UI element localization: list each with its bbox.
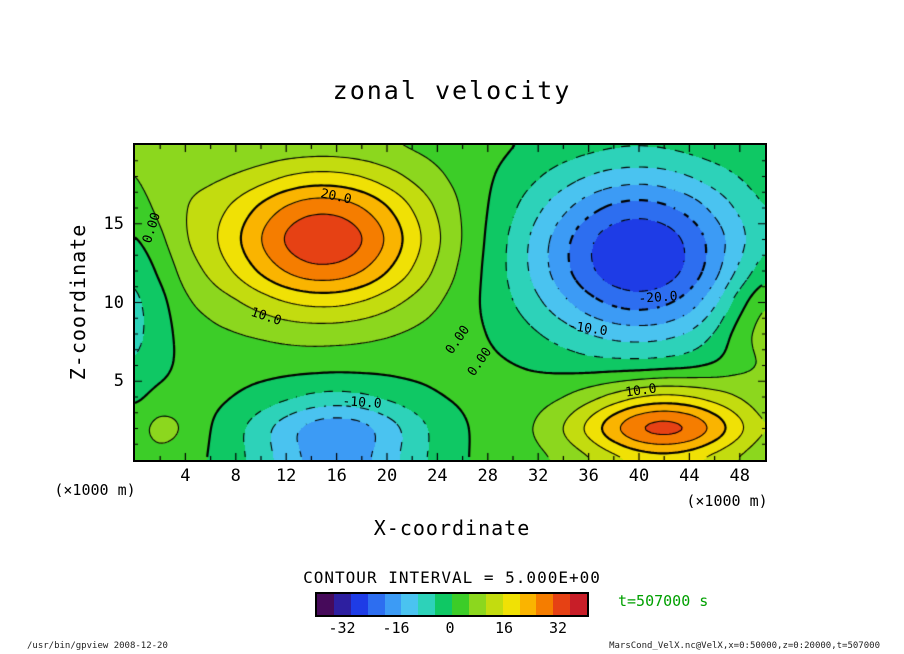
colorbar-segment [570,594,587,615]
x-tick-label: 36 [578,466,599,486]
x-tick-label: 28 [477,466,499,486]
contour-interval-label: CONTOUR INTERVAL = 5.000E+00 [303,568,601,587]
colorbar-segment [333,594,351,615]
footer-source: MarsCond_VelX.nc@VelX,x=0:50000,z=0:2000… [609,641,880,651]
plot-frame [133,143,767,462]
colorbar-segment [536,594,554,615]
colorbar-segment [502,594,520,615]
contour-label: -10.0 [341,394,383,412]
x-tick-label: 8 [230,466,241,486]
colorbar-segment [468,594,486,615]
x-tick-label: 32 [527,466,549,486]
x-axis-unit: (×1000 m) [686,492,768,510]
x-tick-label: 48 [729,466,751,486]
contour-plot-canvas [135,145,765,460]
footer-command: /usr/bin/gpview 2008-12-20 [27,641,168,651]
x-tick-label: 12 [275,466,297,486]
colorbar-segment [367,594,385,615]
colorbar [315,592,589,617]
colorbar-segment [401,594,419,615]
colorbar-segment [317,594,334,615]
contour-label: -20.0 [637,289,679,307]
y-tick-label: 15 [103,213,124,234]
colorbar-segment [452,594,469,615]
time-label: t=507000 s [618,592,709,610]
x-tick-label: 44 [679,466,700,486]
colorbar-tick-label: 0 [445,619,455,637]
colorbar-segment [553,594,571,615]
y-tick-label: 5 [113,371,124,392]
colorbar-segment [435,594,452,615]
colorbar-segment [384,594,402,615]
page-title: zonal velocity [332,76,572,105]
colorbar-segment [418,594,436,615]
y-axis-title: Z-coordinate [66,223,90,381]
x-tick-label: 16 [326,466,347,486]
y-tick-label: 10 [103,292,124,313]
colorbar-segment [485,594,503,615]
colorbar-tick-label: 32 [548,619,568,637]
x-tick-label: 40 [628,466,650,486]
x-tick-label: 20 [376,466,398,486]
colorbar-tick-label: -32 [328,619,356,637]
colorbar-segment [519,594,537,615]
z-axis-unit: (×1000 m) [54,481,136,499]
x-tick-label: 24 [427,466,448,486]
colorbar-tick-label: 16 [494,619,514,637]
x-axis-title: X-coordinate [373,516,531,540]
colorbar-tick-label: -16 [382,619,410,637]
colorbar-segment [350,594,368,615]
x-tick-label: 4 [180,466,191,486]
